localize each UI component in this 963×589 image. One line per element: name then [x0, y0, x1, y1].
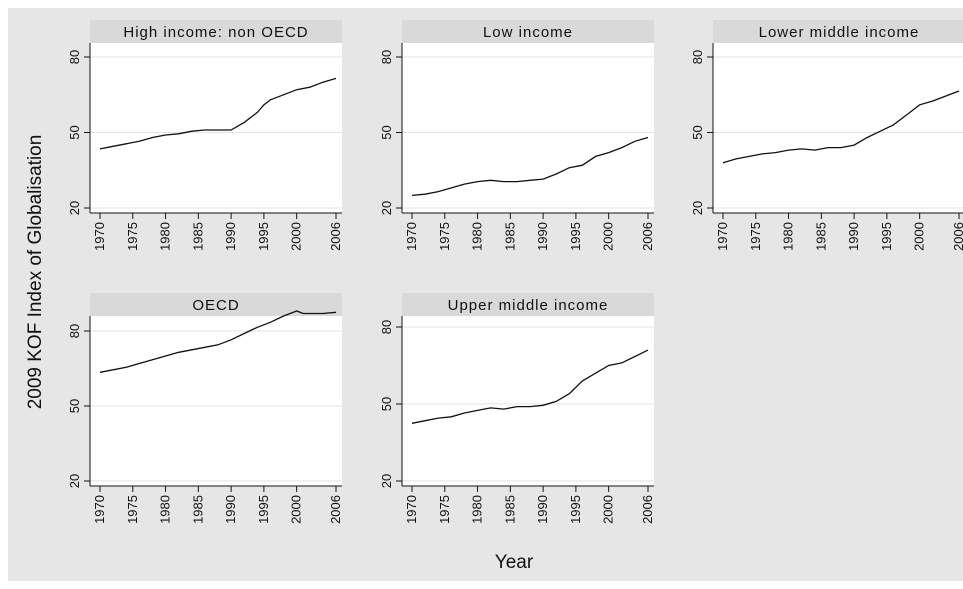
plot-area — [402, 43, 654, 213]
x-tick-label: 1990 — [223, 495, 238, 524]
x-tick-label: 1990 — [535, 222, 550, 251]
x-tick-label: 2000 — [912, 222, 927, 251]
panel-title: OECD — [192, 297, 239, 314]
panel-4: OECD 20 50 80 1970 1975 1980 1985 1990 1995 2000 20… — [67, 293, 343, 524]
y-tick-label: 80 — [67, 324, 82, 338]
panel-header — [713, 20, 963, 43]
panel-grid: High income: non OECD 20 50 80 1970 1975 1980 1… — [67, 20, 963, 524]
y-tick-label: 20 — [379, 201, 394, 215]
x-tick-label: 1980 — [781, 222, 796, 251]
y-tick-label: 20 — [67, 201, 82, 215]
x-tick-label: 1995 — [256, 222, 271, 251]
y-tick-label: 20 — [690, 201, 705, 215]
y-tick-label: 80 — [379, 50, 394, 64]
x-tick-label: 2006 — [640, 495, 655, 524]
x-tick-label: 2006 — [328, 495, 343, 524]
y-tick-label: 20 — [379, 474, 394, 488]
y-tick-label: 50 — [690, 125, 705, 139]
series-line — [411, 136, 649, 197]
panel-title: High income: non OECD — [123, 24, 308, 41]
y-tick-label: 80 — [67, 50, 82, 64]
x-tick-label: 1975 — [437, 222, 452, 251]
series-line — [99, 310, 337, 373]
x-tick-label: 1975 — [125, 495, 140, 524]
x-tick-label: 1970 — [92, 222, 107, 251]
x-tick-label: 1990 — [535, 495, 550, 524]
y-tick-label: 50 — [67, 399, 82, 413]
x-tick-label: 1985 — [502, 222, 517, 251]
x-tick-label: 1975 — [125, 222, 140, 251]
y-tick-label: 50 — [67, 125, 82, 139]
x-tick-label: 1980 — [470, 222, 485, 251]
x-tick-label: 1975 — [437, 495, 452, 524]
x-tick-label: 2000 — [289, 222, 304, 251]
x-tick-label: 1980 — [158, 222, 173, 251]
panel-title: Upper middle income — [448, 297, 609, 314]
x-tick-label: 1985 — [190, 495, 205, 524]
x-tick-label: 1970 — [404, 222, 419, 251]
panel-5: Upper middle income 20 50 80 1970 1975 1980 198… — [379, 293, 655, 524]
y-tick-label: 20 — [67, 474, 82, 488]
x-tick-label: 1985 — [502, 495, 517, 524]
x-tick-label: 1970 — [92, 495, 107, 524]
x-tick-label: 2006 — [328, 222, 343, 251]
x-tick-label: 2006 — [640, 222, 655, 251]
x-tick-label: 1985 — [813, 222, 828, 251]
y-tick-label: 80 — [690, 50, 705, 64]
figure-x-axis-label: Year — [495, 552, 534, 573]
x-tick-label: 2000 — [601, 222, 616, 251]
x-tick-label: 1975 — [748, 222, 763, 251]
panel-header — [90, 20, 342, 43]
panel-title: Lower middle income — [759, 24, 920, 41]
x-tick-label: 1995 — [256, 495, 271, 524]
plot-area — [402, 316, 654, 486]
y-tick-label: 50 — [379, 397, 394, 411]
y-tick-label: 50 — [379, 125, 394, 139]
x-tick-label: 1990 — [846, 222, 861, 251]
panel-header — [402, 293, 654, 316]
x-tick-label: 1995 — [568, 222, 583, 251]
x-tick-label: 2006 — [951, 222, 963, 251]
panel-3: Lower middle income 20 50 80 1970 1975 1980 198… — [690, 20, 963, 251]
x-tick-label: 1970 — [715, 222, 730, 251]
series-line — [411, 349, 649, 424]
x-tick-label: 2000 — [601, 495, 616, 524]
x-tick-label: 1970 — [404, 495, 419, 524]
panel-1: High income: non OECD 20 50 80 1970 1975 1980 1… — [67, 20, 343, 251]
plot-area — [713, 43, 963, 213]
figure-y-axis-label: 2009 KOF Index of Globalisation — [25, 135, 46, 410]
series-line — [722, 90, 960, 164]
panel-title: Low income — [483, 24, 573, 41]
series-line — [99, 77, 337, 150]
x-tick-label: 1995 — [879, 222, 894, 251]
x-tick-label: 1980 — [470, 495, 485, 524]
panel-2: Low income 20 50 80 1970 1975 1980 1985 1990 1995… — [379, 20, 655, 251]
x-tick-label: 1985 — [190, 222, 205, 251]
x-tick-label: 2000 — [289, 495, 304, 524]
x-tick-label: 1980 — [158, 495, 173, 524]
panel-header — [90, 293, 342, 316]
y-tick-label: 80 — [379, 320, 394, 334]
plot-area — [90, 316, 342, 486]
plot-area — [90, 43, 342, 213]
x-tick-label: 1990 — [223, 222, 238, 251]
panel-header — [402, 20, 654, 43]
x-tick-label: 1995 — [568, 495, 583, 524]
